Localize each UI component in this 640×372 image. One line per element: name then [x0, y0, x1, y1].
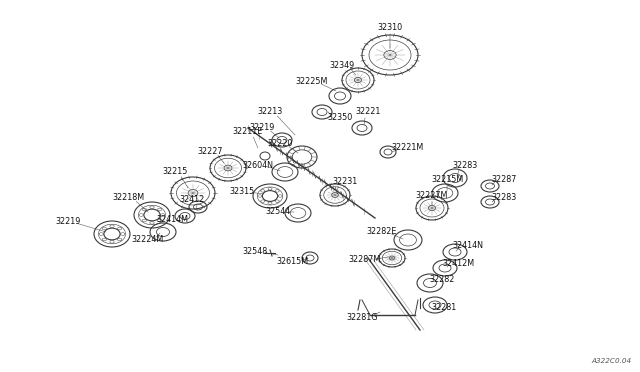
Text: 32287: 32287: [492, 176, 516, 185]
Text: 32281G: 32281G: [346, 314, 378, 323]
Text: 32220: 32220: [268, 140, 292, 148]
Text: 32349: 32349: [330, 61, 355, 70]
Text: 32225M: 32225M: [296, 77, 328, 87]
Text: 32283: 32283: [492, 193, 516, 202]
Text: 32548: 32548: [243, 247, 268, 257]
Text: 32227M: 32227M: [416, 192, 448, 201]
Text: 32215M: 32215M: [432, 176, 464, 185]
Text: 32219: 32219: [55, 218, 81, 227]
Text: 32221M: 32221M: [392, 144, 424, 153]
Text: 32221: 32221: [355, 108, 381, 116]
Text: 32315: 32315: [229, 187, 255, 196]
Text: 32287M: 32287M: [349, 256, 381, 264]
Text: 32283: 32283: [452, 160, 477, 170]
Text: 32213: 32213: [257, 108, 283, 116]
Text: 32414N: 32414N: [452, 241, 483, 250]
Text: 32412M: 32412M: [442, 259, 474, 267]
Text: 32282E: 32282E: [367, 228, 397, 237]
Text: 32350: 32350: [328, 113, 353, 122]
Text: A322C0.04: A322C0.04: [592, 358, 632, 364]
Text: 32224M: 32224M: [132, 235, 164, 244]
Text: 32282: 32282: [429, 276, 454, 285]
Text: 32310: 32310: [378, 23, 403, 32]
Text: 32544: 32544: [266, 208, 291, 217]
Text: 32231: 32231: [332, 177, 358, 186]
Text: 32215: 32215: [163, 167, 188, 176]
Text: 32227: 32227: [197, 148, 223, 157]
Text: 32218M: 32218M: [112, 193, 144, 202]
Text: 32414M: 32414M: [156, 215, 188, 224]
Text: 32281: 32281: [431, 304, 456, 312]
Text: 32412: 32412: [179, 196, 205, 205]
Text: 32211E: 32211E: [233, 128, 263, 137]
Text: 32604N: 32604N: [243, 160, 273, 170]
Text: 32219: 32219: [250, 124, 275, 132]
Text: 32615M: 32615M: [276, 257, 308, 266]
